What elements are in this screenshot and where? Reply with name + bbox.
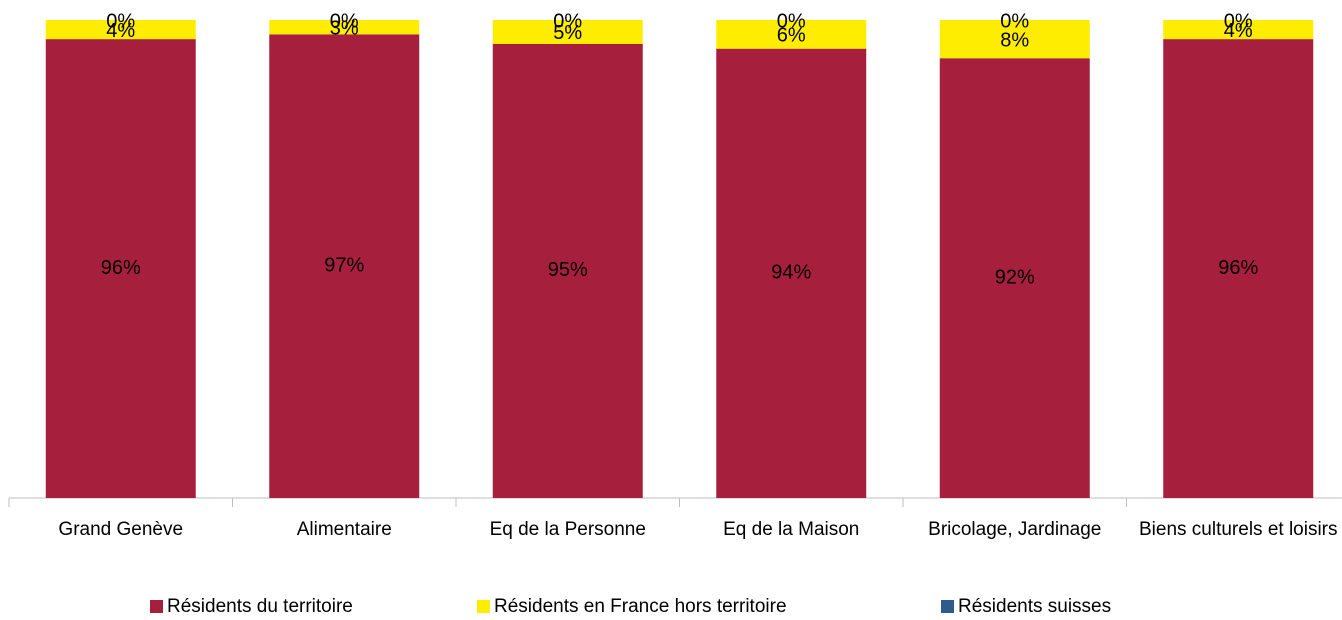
legend-label: Résidents suisses bbox=[958, 596, 1112, 617]
data-label: 5% bbox=[553, 22, 582, 44]
data-label: 96% bbox=[101, 257, 141, 279]
data-label: 0% bbox=[1224, 10, 1253, 32]
data-label: 0% bbox=[1000, 10, 1029, 32]
legend: Résidents du territoire Résidents en Fran… bbox=[0, 596, 1342, 620]
legend-swatch bbox=[477, 600, 490, 613]
data-label: 95% bbox=[548, 259, 588, 281]
legend-label: Résidents en France hors territoire bbox=[494, 596, 787, 617]
x-tick-label: Eq de la Personne bbox=[489, 519, 646, 540]
bar-segment bbox=[492, 20, 643, 44]
bar-segment bbox=[269, 34, 420, 499]
x-tick-label: Eq de la Maison bbox=[723, 519, 860, 540]
bar-segment bbox=[492, 43, 643, 499]
data-label: 3% bbox=[330, 17, 359, 39]
data-label: 6% bbox=[777, 25, 806, 47]
data-label: 4% bbox=[1224, 20, 1253, 42]
bar-segment bbox=[45, 39, 196, 499]
bar-segment bbox=[716, 48, 867, 499]
chart: 96%4%0%97%3%0%95%5%0%94%6%0%92%8%0%96%4%… bbox=[8, 10, 1342, 507]
legend-item: Résidents en France hors territoire bbox=[477, 596, 787, 618]
data-label: 0% bbox=[777, 10, 806, 32]
legend-item: Résidents du territoire bbox=[150, 596, 353, 618]
bar-segment bbox=[939, 58, 1090, 499]
data-label: 0% bbox=[330, 10, 359, 32]
legend-label: Résidents du territoire bbox=[167, 596, 353, 617]
data-label: 94% bbox=[771, 262, 811, 284]
data-label: 96% bbox=[1218, 257, 1258, 279]
data-label: 0% bbox=[106, 10, 135, 32]
data-label: 8% bbox=[1000, 29, 1029, 51]
data-label: 92% bbox=[995, 266, 1035, 288]
bar-segment bbox=[716, 20, 867, 49]
x-tick-label: Biens culturels et loisirs bbox=[1138, 519, 1338, 540]
x-tick-label: Grand Genève bbox=[58, 519, 184, 540]
bar-segment bbox=[269, 20, 420, 35]
x-tick-label: Alimentaire bbox=[296, 519, 392, 540]
bar-segment bbox=[45, 20, 196, 40]
legend-item: Résidents suisses bbox=[941, 596, 1111, 618]
bar-segment bbox=[1163, 39, 1314, 499]
bar-segment bbox=[1163, 20, 1314, 40]
legend-swatch bbox=[150, 600, 163, 613]
data-label: 97% bbox=[324, 254, 364, 276]
data-label: 0% bbox=[553, 10, 582, 32]
data-label: 4% bbox=[106, 20, 135, 42]
x-tick-label: Bricolage, Jardinage bbox=[928, 519, 1102, 540]
bar-segment bbox=[939, 20, 1090, 59]
legend-swatch bbox=[941, 600, 954, 613]
